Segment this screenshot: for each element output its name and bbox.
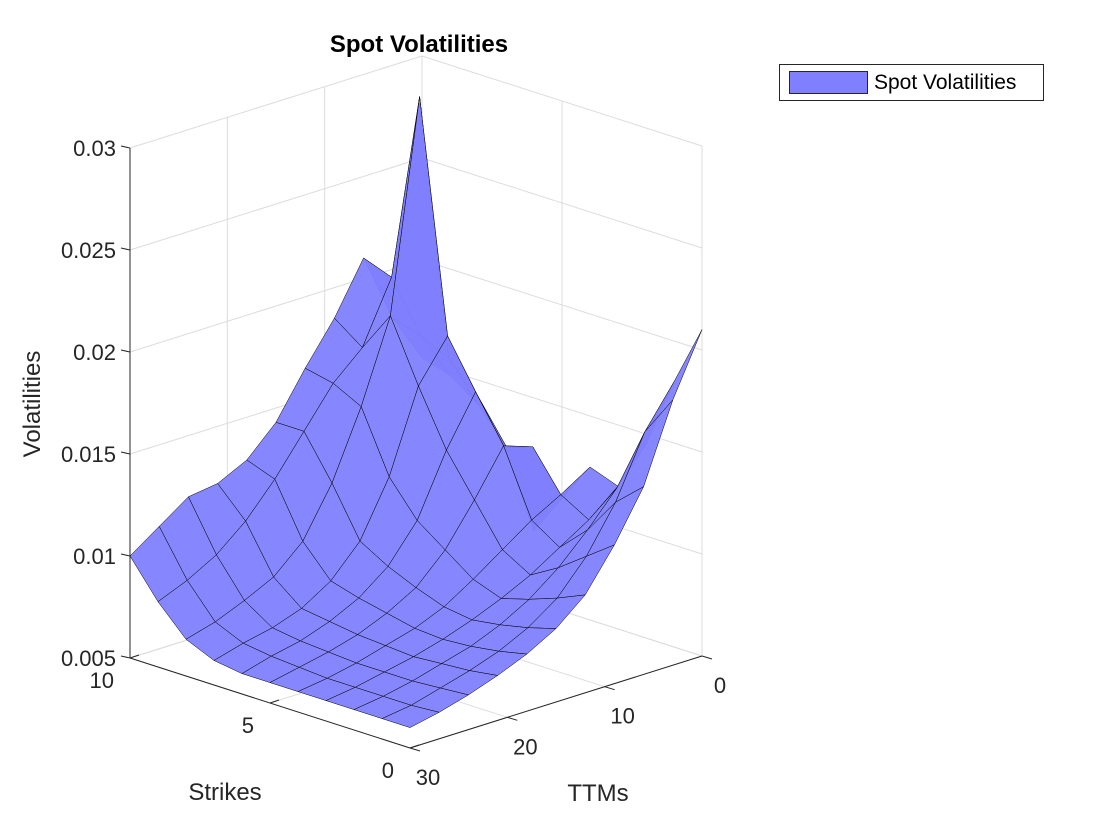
ttm-tick-label: 30 <box>416 765 440 790</box>
ttm-tick-label: 20 <box>513 734 537 759</box>
ttm-tick <box>409 747 421 752</box>
z-axis-label: Volatilities <box>19 351 46 458</box>
ttm-tick <box>604 686 615 691</box>
strike-tick-label: 0 <box>382 758 394 783</box>
strike-tick-label: 5 <box>242 713 254 738</box>
z-tick-label: 0.02 <box>73 340 116 365</box>
z-tick <box>120 451 131 455</box>
legend-swatch <box>789 71 868 94</box>
z-tick-label: 0.03 <box>73 136 116 161</box>
x-axis-label: TTMs <box>567 780 628 807</box>
legend-label: Spot Volatilities <box>874 71 1017 94</box>
surface-layer <box>129 96 703 728</box>
y-axis-label: Strikes <box>188 779 261 806</box>
ttm-axis-line <box>409 655 703 749</box>
z-tick <box>120 655 131 659</box>
ttm-tick-label: 0 <box>714 673 726 698</box>
chart-title: Spot Volatilities <box>330 31 508 58</box>
z-tick <box>120 349 131 353</box>
z-tick-label: 0.015 <box>61 442 116 467</box>
ttm-tick <box>507 716 518 721</box>
ttm-tick <box>701 655 713 660</box>
z-tick <box>120 553 131 557</box>
z-tick <box>120 247 131 251</box>
surface-patch <box>644 329 703 432</box>
strike-tick <box>129 654 140 659</box>
z-tick <box>120 145 131 149</box>
surface-patch <box>381 705 440 728</box>
legend: Spot Volatilities <box>779 64 1044 101</box>
axis-layer: 0.005 0.01 0.015 0.02 0.025 0.03 0 5 10 0 10 20 30 <box>61 136 726 790</box>
ttm-tick-label: 10 <box>610 704 634 729</box>
strike-tick-label: 10 <box>90 668 114 693</box>
z-tick-label: 0.005 <box>61 646 116 671</box>
z-gridline-back-left <box>129 55 423 149</box>
strike-tick <box>409 744 420 749</box>
z-tick-label: 0.025 <box>61 238 116 263</box>
strike-tick <box>269 699 280 704</box>
z-gridline-back-left <box>129 157 423 251</box>
z-tick-label: 0.01 <box>73 544 116 569</box>
surface-patch <box>615 399 674 503</box>
